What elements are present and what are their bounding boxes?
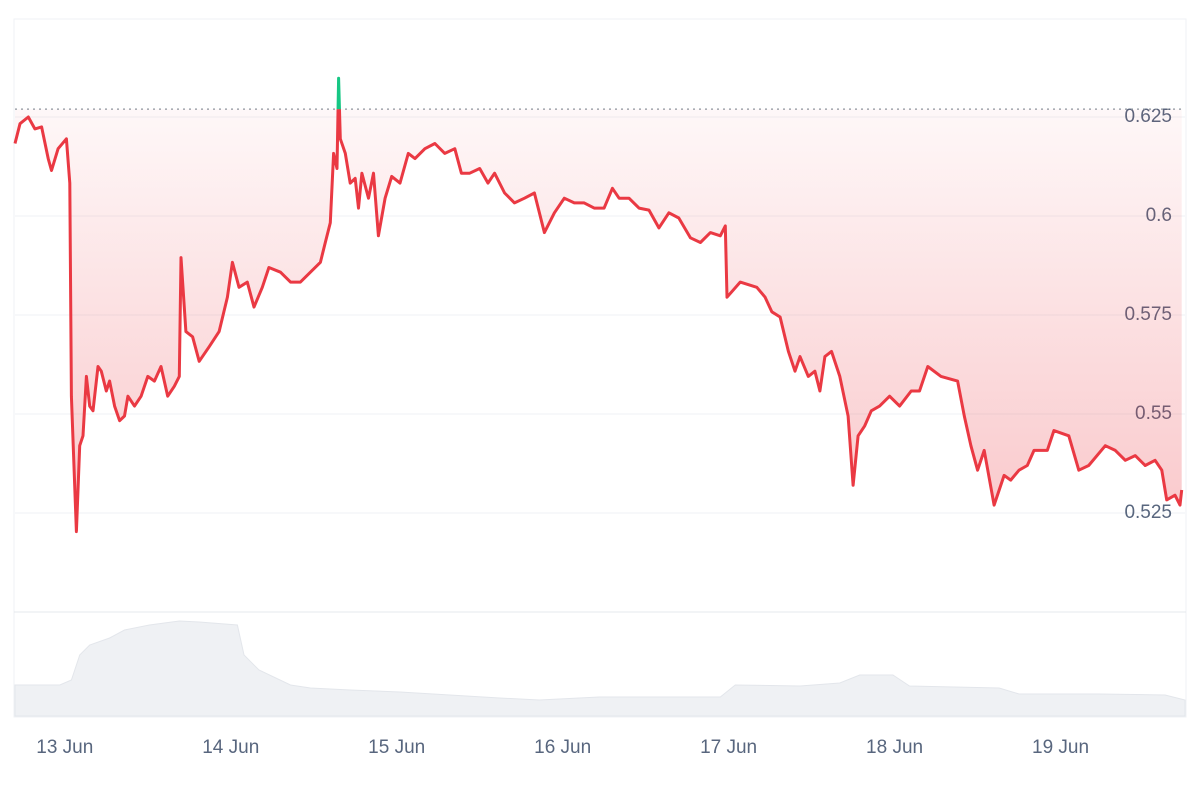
x-tick-label: 14 Jun (202, 737, 259, 758)
x-tick-label: 17 Jun (700, 737, 757, 758)
x-tick-label: 13 Jun (36, 737, 93, 758)
price-line (13, 109, 1184, 534)
price-area (15, 109, 1182, 532)
plot-frame (13, 18, 1187, 718)
x-tick-label: 16 Jun (534, 737, 591, 758)
y-tick-label: 0.525 (1124, 502, 1172, 523)
x-tick-label: 18 Jun (866, 737, 923, 758)
x-tick-label: 15 Jun (368, 737, 425, 758)
x-tick-label: 19 Jun (1032, 737, 1089, 758)
volume-area (14, 620, 1186, 717)
